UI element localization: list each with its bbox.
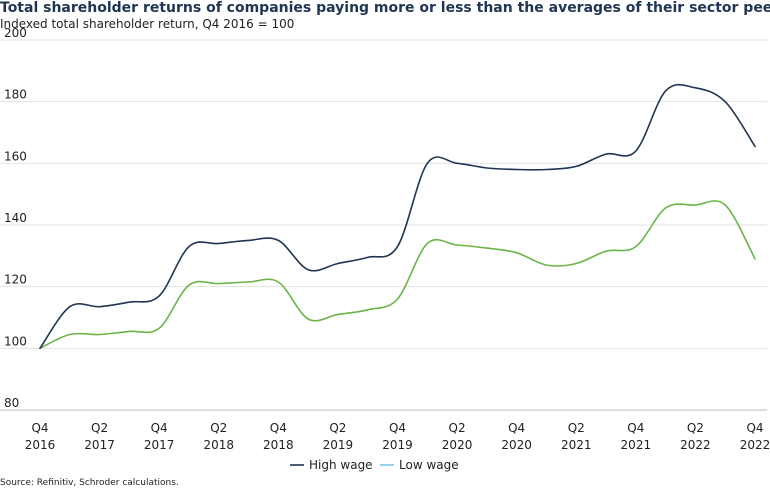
y-tick-label: 80	[4, 396, 19, 410]
x-tick-label: Q2	[449, 421, 466, 435]
x-tick-label: Q4	[389, 421, 406, 435]
x-tick-label: Q4	[31, 421, 48, 435]
y-tick-label: 100	[4, 334, 27, 348]
x-tick-label: 2018	[203, 438, 234, 452]
y-tick-label: 160	[4, 149, 27, 163]
x-tick-label: Q4	[746, 421, 763, 435]
x-tick-label: 2019	[323, 438, 354, 452]
x-tick-label: Q4	[508, 421, 525, 435]
y-tick-label: 200	[4, 26, 27, 40]
x-tick-label: 2022	[740, 438, 770, 452]
x-tick-label: 2020	[442, 438, 473, 452]
x-tick-label: Q2	[210, 421, 227, 435]
series-line-high-wage	[39, 83, 756, 350]
y-tick-label: 140	[4, 211, 27, 225]
x-tick-label: 2021	[561, 438, 592, 452]
chart-title: Total shareholder returns of companies p…	[0, 0, 770, 16]
x-tick-label: Q4	[151, 421, 168, 435]
x-tick-label: 2021	[621, 438, 652, 452]
legend-label-high-wage: High wage	[309, 458, 373, 472]
y-tick-label: 120	[4, 273, 27, 287]
x-tick-label: Q2	[329, 421, 346, 435]
x-tick-label: 2018	[263, 438, 294, 452]
legend-label-low-wage: Low wage	[399, 458, 459, 472]
x-tick-label: Q4	[270, 421, 287, 435]
chart-subtitle: Indexed total shareholder return, Q4 201…	[0, 17, 295, 31]
y-tick-label: 180	[4, 88, 27, 102]
x-tick-label: 2016	[25, 438, 56, 452]
series-line-low-wage	[39, 200, 756, 350]
x-tick-label: 2017	[144, 438, 175, 452]
x-tick-label: Q2	[687, 421, 704, 435]
x-tick-label: 2019	[382, 438, 413, 452]
x-tick-label: Q2	[91, 421, 108, 435]
x-tick-label: Q4	[627, 421, 644, 435]
source-note: Source: Refinitiv, Schroder calculations…	[0, 478, 179, 488]
x-tick-label: Q2	[568, 421, 585, 435]
x-tick-label: 2020	[501, 438, 532, 452]
x-tick-label: 2017	[84, 438, 115, 452]
x-tick-label: 2022	[680, 438, 711, 452]
